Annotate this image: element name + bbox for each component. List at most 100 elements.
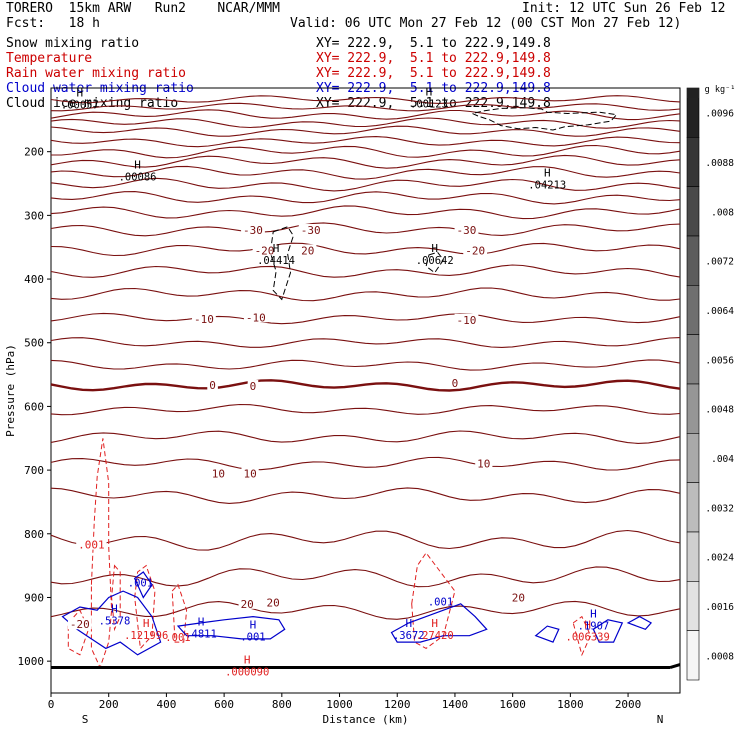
maximum-h-mark: H xyxy=(198,615,205,628)
isotherm-label-bg xyxy=(454,224,479,236)
colorbar-swatch xyxy=(686,334,700,385)
isotherm-label: -30 xyxy=(243,224,263,237)
maximum-value: .00123 xyxy=(410,98,448,110)
cloud-water-contour xyxy=(626,615,653,631)
maximum-value: .001 xyxy=(128,577,153,589)
temperature-isotherm xyxy=(50,205,681,220)
maximum-h-mark: H xyxy=(273,242,280,255)
rain-contour xyxy=(134,564,156,650)
y-tick-label: 700 xyxy=(24,464,44,477)
colorbar-swatch xyxy=(686,186,700,237)
temperature-isotherm xyxy=(50,456,681,471)
snow-contour xyxy=(425,251,445,274)
isotherm-label: 20 xyxy=(241,598,254,611)
colorbar-swatch xyxy=(686,285,700,335)
colorbar-swatch xyxy=(686,482,700,533)
isotherm-label: 20 xyxy=(267,597,280,610)
x-tick-label: 800 xyxy=(272,698,292,711)
temperature-isotherm xyxy=(50,337,681,348)
snow-contour xyxy=(269,226,294,301)
colorbar-swatch xyxy=(686,137,700,187)
colorbar-top-swatch xyxy=(687,88,699,98)
isotherm-label-bg xyxy=(192,313,216,325)
temperature-isotherm xyxy=(50,379,681,392)
rain-label: .001 xyxy=(78,539,105,552)
colorbar-tick-label: .0016 xyxy=(705,602,734,613)
rain-contour xyxy=(90,438,113,669)
colorbar-tick-label: .0064 xyxy=(705,306,734,317)
legend-field-name: Snow mixing ratio xyxy=(6,36,140,51)
maximum-value: .001 xyxy=(165,632,190,644)
colorbar-swatch xyxy=(686,581,700,631)
maximum-value: .001 xyxy=(428,596,453,608)
cloud-water-contour xyxy=(61,590,162,656)
north-end-label: N xyxy=(657,713,664,726)
maximum-h-mark: H xyxy=(590,608,597,621)
x-tick-label: 0 xyxy=(48,698,55,711)
maximum-value: .27420 xyxy=(416,630,454,642)
maximum-h-mark: H xyxy=(111,603,118,616)
isotherm-label-bg xyxy=(247,380,259,392)
isotherm-label: -30 xyxy=(301,224,321,237)
colorbar-tick-label: .0072 xyxy=(705,257,734,268)
isotherm-label-bg xyxy=(264,596,282,608)
x-tick-label: 1200 xyxy=(384,698,411,711)
x-axis-label: Distance (km) xyxy=(322,713,408,726)
x-tick-label: 200 xyxy=(99,698,119,711)
colorbar-swatch xyxy=(686,531,700,582)
maximum-value: .5378 xyxy=(99,616,131,628)
isotherm-label: 20 xyxy=(301,244,314,257)
terrain-line xyxy=(669,663,681,669)
y-tick-label: 200 xyxy=(24,146,44,159)
isotherm-label: 0 xyxy=(452,377,459,390)
colorbar-tick-label: .004 xyxy=(711,454,734,465)
maximum-h-mark: H xyxy=(584,619,591,632)
temperature-isotherm xyxy=(50,430,681,444)
y-tick-label: 400 xyxy=(24,273,44,286)
x-tick-label: 1800 xyxy=(557,698,584,711)
maximum-value: .04213 xyxy=(528,179,566,191)
maximum-h-mark: H xyxy=(431,242,438,255)
temperature-isotherm xyxy=(50,487,681,504)
y-tick-label: 1000 xyxy=(18,655,45,668)
isotherm-label-bg xyxy=(454,313,479,325)
colorbar-swatch xyxy=(686,383,700,434)
isotherm-label: 10 xyxy=(243,467,256,480)
maximum-value: .121996 xyxy=(124,630,168,642)
isotherm-label-bg xyxy=(463,244,488,256)
temperature-isotherm xyxy=(50,102,681,112)
isotherm-label-bg xyxy=(241,224,265,236)
maximum-value: .3672 xyxy=(393,630,425,642)
legend-field-name: Rain water mixing ratio xyxy=(6,66,187,81)
colorbar-tick-label: .0024 xyxy=(705,553,734,564)
forecast-hour: Fcst: 18 h xyxy=(6,16,100,31)
temperature-isotherm xyxy=(50,312,681,325)
maximum-value: .00642 xyxy=(416,255,454,267)
y-tick-label: 300 xyxy=(24,209,44,222)
isotherm-label-bg xyxy=(298,224,323,236)
temperature-isotherm xyxy=(50,136,681,148)
maximum-h-mark: H xyxy=(250,619,257,632)
y-tick-label: 800 xyxy=(24,528,44,541)
colorbar-tick-label: .0088 xyxy=(705,158,734,169)
y-tick-label: 500 xyxy=(24,337,44,350)
isotherm-label-bg xyxy=(252,244,277,256)
y-tick-label: 600 xyxy=(24,400,44,413)
colorbar-swatch xyxy=(686,630,700,681)
maximum-value: .000090 xyxy=(225,667,269,679)
legend-field-xy: XY= 222.9, 5.1 to 222.9,149.8 xyxy=(316,36,551,51)
rain-contour xyxy=(171,583,188,643)
maximum-h-mark: H xyxy=(426,85,433,98)
isotherm-label-bg xyxy=(241,467,259,479)
y-tick-label: 900 xyxy=(24,591,44,604)
cloud-water-contour xyxy=(592,619,624,643)
colorbar-tick-label: .008 xyxy=(711,207,734,218)
x-tick-label: 2000 xyxy=(615,698,642,711)
colorbar-swatch xyxy=(686,433,700,483)
colorbar-unit-label: g kg⁻¹ xyxy=(705,85,736,95)
cloud-water-contour xyxy=(133,571,153,599)
maximum-h-mark: H xyxy=(405,617,412,630)
model-title: TORERO 15km ARW Run2 NCAR/MMM xyxy=(6,1,280,16)
